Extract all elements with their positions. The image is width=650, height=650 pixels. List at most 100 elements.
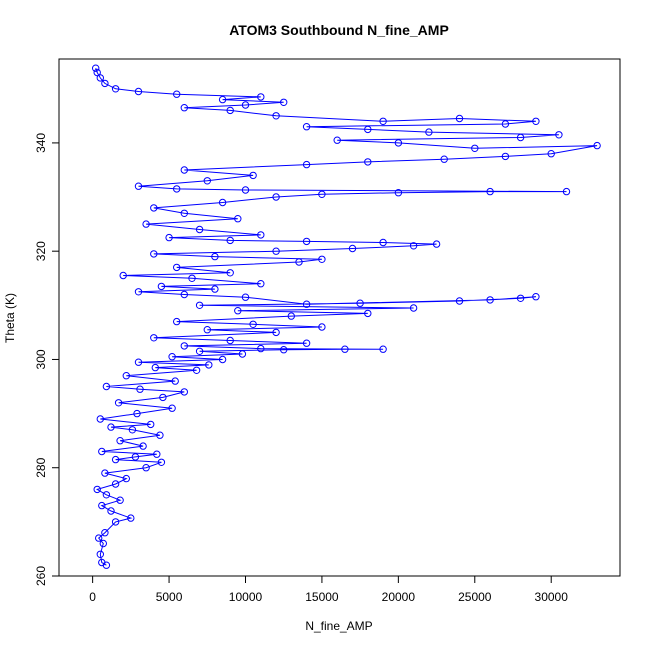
data-point [226,106,234,115]
y-tick-label: 320 [34,241,48,261]
data-point [168,353,176,361]
data-point [302,160,311,169]
data-point [501,120,510,128]
data-point [302,123,311,131]
data-point [142,464,150,472]
data-point [234,307,242,315]
data-point [136,385,144,393]
data-point [150,250,158,258]
data-point [101,529,109,537]
data-point [364,158,372,166]
data-point [471,144,479,153]
x-tick-label: 25000 [458,590,492,604]
data-point [134,87,143,96]
data-point [102,382,111,391]
data-point [218,95,227,104]
data-point [249,320,257,328]
data-point [394,189,403,197]
data-point [128,426,137,434]
data-point [151,363,160,372]
data-point [241,101,250,109]
data-point [364,309,372,318]
data-point [150,334,158,342]
data-point [547,150,555,158]
data-point [425,128,433,136]
plot-area [92,64,601,569]
data-point [409,304,418,312]
data-point [532,117,540,126]
data-point [318,255,326,263]
y-tick-label: 260 [34,566,48,586]
data-point [516,294,525,302]
data-point [101,79,109,88]
data-point [139,442,147,450]
data-point [116,437,124,445]
data-point [157,282,166,291]
data-point [150,204,158,212]
data-point [107,423,115,431]
data-point [302,339,311,347]
data-point [98,558,106,567]
data-point [127,514,135,522]
data-point [302,237,311,246]
data-point [501,152,510,161]
data-point [114,399,123,407]
data-point [147,420,155,429]
data-point [153,450,161,458]
data-point [92,64,100,72]
data-point [195,347,204,355]
x-axis: 0 5000 10000 15000 20000 25000 30000 [89,575,569,604]
data-point [348,244,357,253]
data-point [180,209,189,218]
data-point [195,225,204,234]
data-point [211,285,219,293]
data-point [157,458,166,466]
data-point [111,518,120,526]
data-point [134,182,143,190]
data-point [102,491,111,499]
data-point [171,377,179,385]
data-point [226,269,234,277]
data-point [234,215,242,223]
x-tick-label: 5000 [156,590,183,604]
x-tick-label: 30000 [535,590,569,604]
data-point [409,242,418,250]
data-point [93,485,101,494]
data-point [272,247,280,255]
data-point [134,288,143,296]
x-tick-label: 15000 [305,590,339,604]
data-point [257,344,265,353]
data-point [287,312,295,320]
data-point [280,346,288,354]
data-point [188,274,196,282]
data-point [333,136,341,144]
series-line [95,68,598,566]
data-point [440,155,448,163]
data-point [455,114,464,123]
data-point [272,112,280,120]
data-point [394,139,403,147]
x-tick-label: 0 [89,590,96,604]
data-point [133,409,141,418]
data-point [119,271,127,280]
data-point [280,98,288,107]
data-point [180,388,189,396]
data-point [173,90,181,98]
data-point [516,133,525,142]
data-point [180,342,189,350]
chart-title: ATOM3 Southbound N_fine_AMP [229,22,449,38]
data-point [555,131,563,139]
data-point [432,240,441,248]
data-point [122,372,131,380]
data-point [211,252,219,261]
data-point [318,190,326,199]
y-axis: 260 280 300 320 340 [34,133,60,586]
data-point [364,125,372,134]
data-point [379,117,387,126]
x-tick-label: 20000 [382,590,416,604]
data-point [226,236,234,245]
data-point [218,198,227,207]
data-point [249,171,257,180]
data-point [318,323,326,331]
data-point [96,415,105,423]
